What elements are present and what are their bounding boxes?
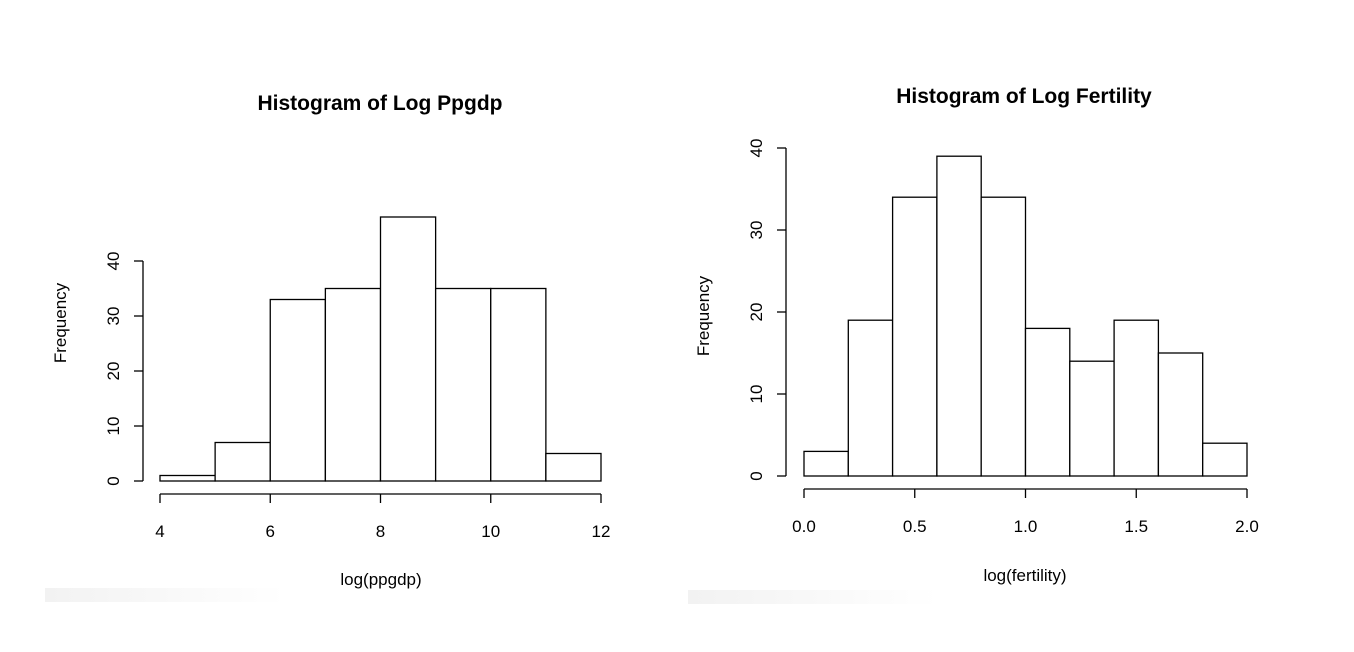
x-axis-label: log(ppgdp) [340,570,421,589]
histogram-bar [1113,319,1160,477]
histogram-bar [847,319,894,477]
x-tick-label: 10 [481,522,500,541]
x-tick-label: 12 [592,522,611,541]
histogram-bar [803,450,849,477]
y-axis-label: Frequency [51,282,70,363]
histogram-log-ppgdp: Histogram of Log Ppgdp log(ppgdp) Freque… [51,92,610,589]
x-tick-label: 8 [376,522,385,541]
y-tick-label: 30 [104,307,123,326]
y-tick-label: 0 [747,471,766,480]
histogram-bar [1202,442,1248,477]
bars [159,216,602,482]
y-tick-label: 10 [104,417,123,436]
histogram-bar [1024,327,1071,477]
histogram-bar [891,196,938,477]
x-axis-label: log(fertility) [983,566,1066,585]
bottom-shading [45,588,285,602]
bars [803,155,1248,477]
histogram-log-fertility: Histogram of Log Fertility log(fertility… [694,85,1259,585]
histogram-bar [936,155,982,477]
x-tick-label: 6 [266,522,275,541]
chart-title: Histogram of Log Fertility [896,85,1152,108]
bottom-shading [688,590,938,604]
x-tick-label: 0.5 [903,517,927,536]
x-tick-label: 1.5 [1124,517,1148,536]
histogram-bar [1069,360,1115,477]
histogram-bar [490,287,547,482]
histogram-bar [379,216,437,482]
y-axis-label: Frequency [694,275,713,356]
y-tick-label: 20 [104,362,123,381]
y-axis: 0 10 20 30 40 [747,139,787,481]
x-axis: 0.0 0.5 1.0 1.5 2.0 [792,488,1259,536]
y-tick-label: 40 [747,139,766,158]
x-tick-label: 1.0 [1014,517,1038,536]
y-tick-label: 0 [104,476,123,485]
histogram-bar [269,298,327,482]
y-tick-label: 40 [104,252,123,271]
histogram-bar [980,196,1027,477]
x-axis: 4 6 8 10 12 [155,493,611,541]
x-tick-label: 4 [155,522,164,541]
histogram-bar [434,287,492,482]
y-axis: 0 10 20 30 40 [104,252,144,486]
y-tick-label: 20 [747,303,766,322]
histogram-bar [159,474,216,482]
chart-title: Histogram of Log Ppgdp [258,92,503,115]
y-tick-label: 10 [747,385,766,404]
histogram-bar [545,452,602,482]
x-tick-label: 0.0 [792,517,816,536]
y-tick-label: 30 [747,221,766,240]
x-tick-label: 2.0 [1235,517,1259,536]
histogram-bar [324,287,382,482]
histogram-bar [214,441,271,482]
histogram-bar [1157,352,1204,477]
